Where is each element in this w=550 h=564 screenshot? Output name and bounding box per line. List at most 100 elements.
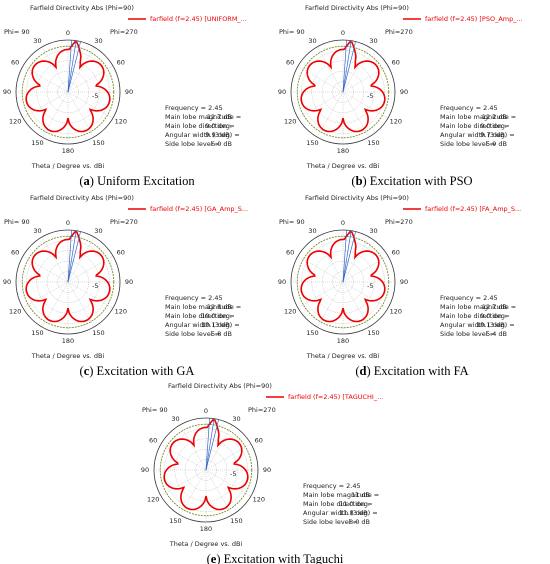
panel: Farfield Directivity Abs (Phi=90) farfiel…	[278, 194, 521, 378]
info-label: Frequency = 2.45	[303, 482, 361, 490]
angle-label: 30	[171, 415, 179, 423]
info-label: Main lobe direction =	[440, 312, 510, 320]
angle-label: 150	[306, 329, 318, 337]
ring-label: -5	[230, 470, 236, 478]
info-label: Side lobe level =	[165, 140, 220, 148]
pattern-curve	[300, 40, 386, 133]
level-ring	[159, 423, 253, 517]
main-lobe-marker	[67, 40, 72, 93]
caption-open: (	[355, 364, 359, 378]
pattern-curve	[25, 40, 111, 133]
axis-label: Theta / Degree vs. dBi	[31, 162, 105, 170]
angle-label: 180	[62, 147, 74, 155]
angle-label: 60	[149, 437, 157, 445]
caption: (e) Excitation with Taguchi	[207, 552, 344, 564]
caption-label: b	[356, 174, 363, 188]
main-lobe-marker	[342, 40, 347, 93]
angle-label: 90	[278, 88, 286, 96]
info-value: -6.0 dB	[209, 140, 232, 148]
angle-label: 90	[400, 278, 408, 286]
info-label: Side lobe level =	[303, 518, 358, 526]
legend-label: farfield (f=2.45) [PSO_Amp_...	[425, 15, 523, 23]
main-lobe-marker	[205, 418, 210, 471]
phi-right: Phi=270	[385, 28, 413, 36]
info-label: Frequency = 2.45	[165, 104, 223, 112]
legend-label: farfield (f=2.45) [GA_Amp_S...	[150, 205, 248, 213]
info-label: Main lobe magnitude =	[165, 113, 241, 121]
angle-label: 60	[11, 249, 19, 257]
caption-label: e	[211, 552, 217, 564]
angle-label: 120	[284, 118, 296, 126]
angle-label: 120	[115, 308, 127, 316]
angle-label: 150	[31, 139, 43, 147]
info-label: Angular width (3 dB) =	[440, 321, 515, 329]
angle-label: 90	[278, 278, 286, 286]
info-label: Main lobe direction =	[165, 122, 235, 130]
angle-label: 150	[367, 139, 379, 147]
panel-title: Farfield Directivity Abs (Phi=90)	[30, 194, 134, 202]
panel: Farfield Directivity Abs (Phi=90) farfiel…	[3, 4, 247, 188]
angle-label: 180	[337, 337, 349, 345]
angle-label: 150	[169, 517, 181, 525]
info-label: Frequency = 2.45	[165, 294, 223, 302]
info-label: Angular width (3 dB) =	[303, 509, 378, 517]
angle-label: 120	[115, 118, 127, 126]
angle-label: 30	[94, 37, 102, 45]
info-label: Side lobe level =	[440, 330, 495, 338]
info-label: Main lobe direction =	[165, 312, 235, 320]
angle-label: 120	[9, 308, 21, 316]
caption: (b) Excitation with PSO	[351, 174, 472, 188]
angle-label: 0	[66, 29, 70, 37]
angle-label: 30	[33, 37, 41, 45]
phi-right: Phi=270	[385, 218, 413, 226]
info-value: -5.9 dB	[484, 140, 507, 148]
main-lobe-marker	[342, 41, 356, 93]
pattern-curve	[163, 418, 249, 511]
angle-label: 90	[141, 466, 149, 474]
info-value: -5.8 dB	[209, 330, 232, 338]
angle-label: 180	[200, 525, 212, 533]
main-lobe-marker	[342, 230, 347, 283]
info-value: 12.2 dB	[482, 113, 507, 121]
info-value: 9.9 deg.	[205, 131, 232, 139]
caption-open: (	[207, 552, 211, 564]
angle-label: 60	[392, 59, 400, 67]
info-value: 12.6 dB	[207, 303, 232, 311]
angle-label: 30	[33, 227, 41, 235]
legend-label: farfield (f=2.45) [TAGUCHI_...	[288, 393, 383, 401]
info-label: Main lobe magnitude =	[440, 113, 516, 121]
angle-label: 120	[253, 496, 265, 504]
info-value: 11.0 deg.	[339, 500, 370, 508]
angle-label: 150	[230, 517, 242, 525]
caption-label: c	[84, 364, 90, 378]
info-value: 12.7 dB	[482, 303, 507, 311]
phi-left: Phi= 90	[279, 218, 305, 226]
info-value: 10.0 deg.	[201, 312, 232, 320]
ring-label: -5	[92, 282, 98, 290]
caption-label: d	[360, 364, 367, 378]
info-value: 9.0 deg.	[205, 122, 232, 130]
angle-label: 30	[308, 37, 316, 45]
phi-left: Phi= 90	[4, 28, 30, 36]
angle-label: 120	[390, 308, 402, 316]
angle-label: 180	[62, 337, 74, 345]
info-label: Main lobe magnitude =	[440, 303, 516, 311]
info-value: 11 dB	[351, 491, 370, 499]
axis-label: Theta / Degree vs. dBi	[306, 162, 380, 170]
angle-label: 60	[286, 249, 294, 257]
info-label: Main lobe magnitude =	[165, 303, 241, 311]
panel-title: Farfield Directivity Abs (Phi=90)	[305, 194, 409, 202]
caption-label: a	[84, 174, 91, 188]
ring-label: -5	[367, 92, 373, 100]
main-lobe-marker	[342, 231, 356, 283]
phi-right: Phi=270	[110, 28, 138, 36]
angle-label: 60	[286, 59, 294, 67]
panel: Farfield Directivity Abs (Phi=90) farfiel…	[141, 382, 383, 564]
info-label: Angular width (3 dB) =	[165, 321, 240, 329]
caption-text: ) Excitation with Taguchi	[216, 552, 344, 564]
angle-label: 30	[308, 227, 316, 235]
info-value: 12.7 dB	[207, 113, 232, 121]
angle-label: 150	[92, 329, 104, 337]
angle-label: 60	[392, 249, 400, 257]
